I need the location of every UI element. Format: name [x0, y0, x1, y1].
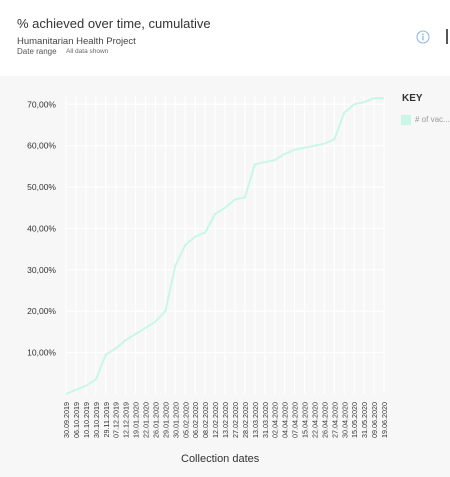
date-range-value: All data shown	[66, 48, 109, 55]
x-tick-label: 08.02.2020	[201, 402, 210, 438]
data-point	[75, 389, 77, 391]
data-point	[383, 97, 385, 99]
data-point	[125, 339, 127, 341]
x-tick-label: 30.01.2020	[171, 402, 180, 438]
data-point	[363, 101, 365, 103]
x-tick-label: 26.01.2020	[151, 402, 160, 438]
chart-title: % achieved over time, cumulative	[17, 16, 211, 31]
data-point	[274, 159, 276, 161]
data-point	[224, 207, 226, 209]
data-point	[145, 327, 147, 329]
data-point	[343, 112, 345, 114]
data-point	[164, 310, 166, 312]
data-point	[174, 265, 176, 267]
data-point	[115, 347, 117, 349]
y-tick-label: 70,00%	[27, 99, 56, 109]
data-point	[333, 138, 335, 140]
x-tick-label: 15.04.2020	[301, 402, 310, 438]
x-tick-label: 19.01.2020	[132, 402, 141, 438]
y-tick-label: 20,00%	[27, 306, 56, 316]
x-tick-label: 19.06.2020	[380, 402, 389, 438]
x-tick-label: 22.01.2020	[142, 402, 151, 438]
x-tick-label: 07.04.2020	[291, 402, 300, 438]
date-range-label: Date range	[17, 47, 57, 56]
data-point	[353, 103, 355, 105]
data-point	[65, 393, 67, 395]
x-tick-label: 30.10.2019	[92, 402, 101, 438]
legend-item[interactable]: # of vac...	[400, 113, 450, 127]
x-tick-label: 12.12.2019	[122, 402, 131, 438]
y-tick-label: 30,00%	[27, 265, 56, 275]
x-tick-label: 02.04.2020	[271, 402, 280, 438]
info-icon[interactable]	[416, 30, 430, 44]
x-tick-label: 29.01.2020	[161, 402, 170, 438]
data-point	[244, 196, 246, 198]
x-tick-label: 31.05.2020	[360, 402, 369, 438]
project-name: Humanitarian Health Project	[17, 36, 136, 47]
x-tick-label: 04.04.2020	[281, 402, 290, 438]
x-tick-label: 29.11.2019	[102, 402, 111, 437]
x-tick-label: 15.05.2020	[350, 402, 359, 438]
x-tick-label: 13.03.2020	[251, 402, 260, 438]
data-point	[105, 354, 107, 356]
x-tick-label: 31.03.2020	[261, 402, 270, 438]
data-point	[194, 236, 196, 238]
data-point	[323, 143, 325, 145]
data-point	[204, 232, 206, 234]
x-tick-label: 06.10.2019	[72, 402, 81, 438]
legend-title: KEY	[402, 93, 423, 104]
data-point	[304, 147, 306, 149]
x-tick-label: 06.02.2020	[191, 402, 200, 438]
x-tick-label: 13.02.2020	[221, 402, 230, 438]
x-tick-label: 05.02.2020	[181, 402, 190, 438]
legend-item-label: # of vac...	[415, 115, 450, 124]
data-point	[254, 163, 256, 165]
y-tick-label: 50,00%	[27, 182, 56, 192]
data-point	[234, 198, 236, 200]
x-tick-label: 22.04.2020	[310, 402, 319, 438]
data-point	[294, 149, 296, 151]
data-point	[154, 321, 156, 323]
x-tick-label: 10.10.2019	[82, 402, 91, 438]
data-point	[373, 97, 375, 99]
data-point	[95, 379, 97, 381]
data-point	[85, 385, 87, 387]
x-axis-title: Collection dates	[181, 453, 260, 465]
x-tick-label: 30.04.2020	[340, 402, 349, 438]
data-point	[284, 153, 286, 155]
data-point	[264, 161, 266, 163]
x-tick-label: 12.02.2020	[211, 402, 220, 438]
y-tick-label: 60,00%	[27, 141, 56, 151]
x-tick-label: 27.04.2020	[330, 402, 339, 438]
data-point	[135, 333, 137, 335]
x-tick-label: 07.12.2019	[112, 402, 121, 438]
chart-header: % achieved over time, cumulative Humanit…	[0, 0, 450, 76]
x-tick-label: 28.02.2020	[241, 402, 250, 438]
y-tick-label: 40,00%	[27, 223, 56, 233]
x-tick-label: 27.02.2020	[231, 402, 240, 438]
x-tick-label: 09.06.2020	[370, 402, 379, 438]
legend-swatch	[401, 115, 411, 125]
data-point	[184, 244, 186, 246]
data-point	[313, 145, 315, 147]
data-point	[214, 213, 216, 215]
edge-divider	[446, 29, 448, 44]
series-line	[65, 97, 384, 395]
x-tick-label: 30.09.2019	[62, 402, 71, 438]
y-tick-label: 10,00%	[27, 348, 56, 358]
x-tick-label: 26.04.2020	[320, 402, 329, 438]
